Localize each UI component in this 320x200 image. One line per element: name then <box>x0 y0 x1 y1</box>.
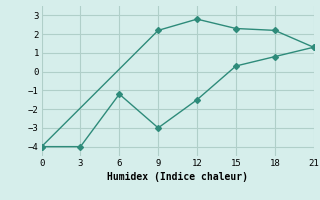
X-axis label: Humidex (Indice chaleur): Humidex (Indice chaleur) <box>107 172 248 182</box>
